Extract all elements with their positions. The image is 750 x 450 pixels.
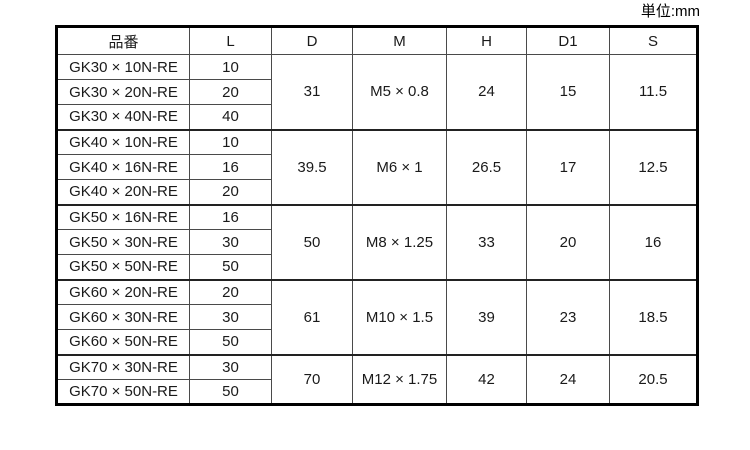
S-cell: 11.5 xyxy=(609,54,698,130)
spec-table-container: 単位:mm 品番 L D M H D1 S GK30 xyxy=(55,2,700,406)
table-row: GK50 × 16N-RE 16 50 M8 × 1.25 33 20 16 xyxy=(56,203,698,280)
table-row: GK70 × 30N-RE 30 70 M12 × 1.75 42 24 20.… xyxy=(56,353,698,405)
part-number-cell: GK70 × 30N-RE xyxy=(56,353,190,380)
col-header-L: L xyxy=(189,26,272,55)
L-cell: 16 xyxy=(189,154,272,180)
col-header-part-number: 品番 xyxy=(56,26,190,55)
table-row: GK70 × 50N-RE 50 xyxy=(56,379,698,405)
part-number-cell: GK60 × 50N-RE xyxy=(56,329,190,355)
S-cell: 12.5 xyxy=(609,128,698,205)
spec-table: 品番 L D M H D1 S GK30 × 10N-RE 10 31 M5 ×… xyxy=(55,25,699,406)
part-number-cell: GK60 × 30N-RE xyxy=(56,304,190,330)
H-cell: 33 xyxy=(446,203,527,280)
part-number-cell: GK40 × 16N-RE xyxy=(56,154,190,180)
L-cell: 10 xyxy=(189,54,272,80)
part-number-cell: GK30 × 10N-RE xyxy=(56,54,190,80)
table-row: GK60 × 20N-RE 20 61 M10 × 1.5 39 23 18.5 xyxy=(56,278,698,355)
L-cell: 50 xyxy=(189,379,272,405)
part-number-cell: GK50 × 30N-RE xyxy=(56,229,190,255)
header-row: 品番 L D M H D1 S xyxy=(56,26,698,55)
M-cell: M6 × 1 xyxy=(352,128,447,205)
unit-label: 単位:mm xyxy=(640,3,700,20)
D-cell: 61 xyxy=(271,278,353,355)
part-number-cell: GK70 × 50N-RE xyxy=(56,379,190,405)
table-row: GK50 × 50N-RE 50 xyxy=(56,254,698,280)
col-header-H: H xyxy=(446,26,527,55)
table-row: GK40 × 20N-RE 20 xyxy=(56,179,698,205)
part-number-cell: GK30 × 20N-RE xyxy=(56,79,190,105)
S-cell: 16 xyxy=(609,203,698,280)
part-number-cell: GK40 × 10N-RE xyxy=(56,128,190,155)
table-row: GK60 × 50N-RE 50 xyxy=(56,329,698,355)
M-cell: M8 × 1.25 xyxy=(352,203,447,280)
table-row: GK60 × 30N-RE 30 xyxy=(56,304,698,330)
part-number-cell: GK60 × 20N-RE xyxy=(56,278,190,305)
S-cell: 20.5 xyxy=(609,353,698,405)
part-number-cell: GK50 × 50N-RE xyxy=(56,254,190,280)
D1-cell: 15 xyxy=(526,54,610,130)
H-cell: 39 xyxy=(446,278,527,355)
D1-cell: 17 xyxy=(526,128,610,205)
col-header-M: M xyxy=(352,26,447,55)
L-cell: 10 xyxy=(189,128,272,155)
part-number-cell: GK40 × 20N-RE xyxy=(56,179,190,205)
L-cell: 40 xyxy=(189,104,272,130)
part-number-cell: GK30 × 40N-RE xyxy=(56,104,190,130)
part-number-cell: GK50 × 16N-RE xyxy=(56,203,190,230)
L-cell: 20 xyxy=(189,79,272,105)
D1-cell: 20 xyxy=(526,203,610,280)
col-header-D1: D1 xyxy=(526,26,610,55)
D-cell: 31 xyxy=(271,54,353,130)
table-row: GK30 × 20N-RE 20 xyxy=(56,79,698,105)
M-cell: M5 × 0.8 xyxy=(352,54,447,130)
H-cell: 24 xyxy=(446,54,527,130)
table-row: GK30 × 40N-RE 40 xyxy=(56,104,698,130)
D-cell: 39.5 xyxy=(271,128,353,205)
L-cell: 50 xyxy=(189,329,272,355)
D1-cell: 24 xyxy=(526,353,610,405)
D-cell: 70 xyxy=(271,353,353,405)
D1-cell: 23 xyxy=(526,278,610,355)
col-header-D: D xyxy=(271,26,353,55)
table-row: GK50 × 30N-RE 30 xyxy=(56,229,698,255)
L-cell: 20 xyxy=(189,179,272,205)
M-cell: M10 × 1.5 xyxy=(352,278,447,355)
L-cell: 30 xyxy=(189,353,272,380)
L-cell: 20 xyxy=(189,278,272,305)
table-row: GK40 × 10N-RE 10 39.5 M6 × 1 26.5 17 12.… xyxy=(56,128,698,205)
S-cell: 18.5 xyxy=(609,278,698,355)
H-cell: 26.5 xyxy=(446,128,527,205)
L-cell: 50 xyxy=(189,254,272,280)
L-cell: 30 xyxy=(189,229,272,255)
col-header-S: S xyxy=(609,26,698,55)
table-row: GK40 × 16N-RE 16 xyxy=(56,154,698,180)
table-row: GK30 × 10N-RE 10 31 M5 × 0.8 24 15 11.5 xyxy=(56,54,698,130)
L-cell: 30 xyxy=(189,304,272,330)
L-cell: 16 xyxy=(189,203,272,230)
M-cell: M12 × 1.75 xyxy=(352,353,447,405)
H-cell: 42 xyxy=(446,353,527,405)
D-cell: 50 xyxy=(271,203,353,280)
